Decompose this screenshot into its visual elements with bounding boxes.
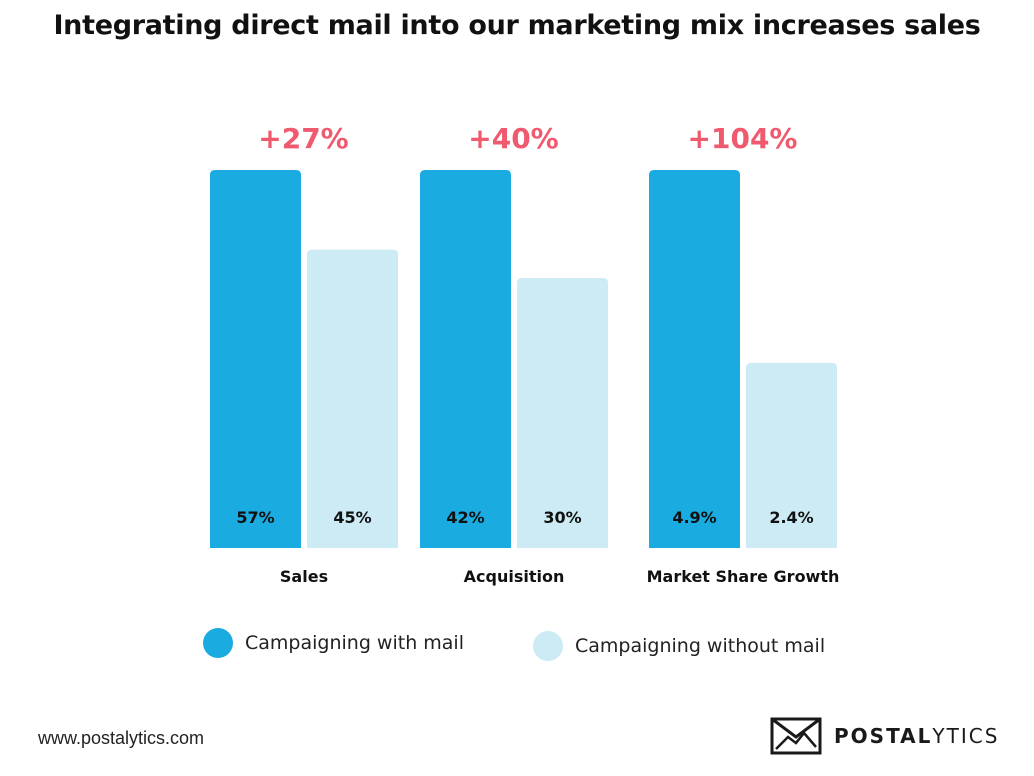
category-label: Market Share Growth — [647, 567, 840, 586]
bar-value-label: 45% — [333, 508, 371, 527]
footer-url: www.postalytics.com — [38, 728, 205, 748]
chart-title: Integrating direct mail into our marketi… — [53, 10, 981, 41]
legend-label-with-mail: Campaigning with mail — [245, 632, 464, 654]
bar-value-label: 4.9% — [672, 508, 716, 527]
lift-label: +40% — [468, 122, 558, 155]
legend-item-with-mail: Campaigning with mail — [203, 628, 464, 658]
bar-with-mail-3 — [649, 170, 740, 548]
bar-value-label: 42% — [446, 508, 484, 527]
legend-item-without-mail: Campaigning without mail — [533, 631, 825, 661]
brand-name-rest: YTICS — [932, 724, 1000, 748]
lift-label: +104% — [688, 122, 798, 155]
category-label: Sales — [280, 567, 328, 586]
bar-value-label: 57% — [236, 508, 274, 527]
legend-label-without-mail: Campaigning without mail — [575, 635, 826, 657]
brand-logo: POSTALYTICS — [770, 717, 999, 755]
bar-without-mail-1 — [307, 249, 398, 548]
legend-swatch-without-mail — [533, 631, 563, 661]
bar-value-label: 30% — [543, 508, 581, 527]
bar-without-mail-2 — [517, 278, 608, 548]
envelope-icon — [770, 717, 822, 755]
lift-label: +27% — [258, 122, 348, 155]
bar-value-label: 2.4% — [769, 508, 813, 527]
brand-name-bold: POSTAL — [834, 724, 933, 748]
bar-without-mail-3 — [746, 362, 837, 548]
brand-name: POSTALYTICS — [834, 724, 999, 748]
legend-swatch-with-mail — [203, 628, 233, 658]
category-label: Acquisition — [464, 567, 565, 586]
bar-with-mail-1 — [210, 170, 301, 548]
bar-chart: 57% 45% +27% Sales 42% 30% +40% Acquisition 4.9%… — [210, 122, 840, 586]
bar-with-mail-2 — [420, 170, 511, 548]
